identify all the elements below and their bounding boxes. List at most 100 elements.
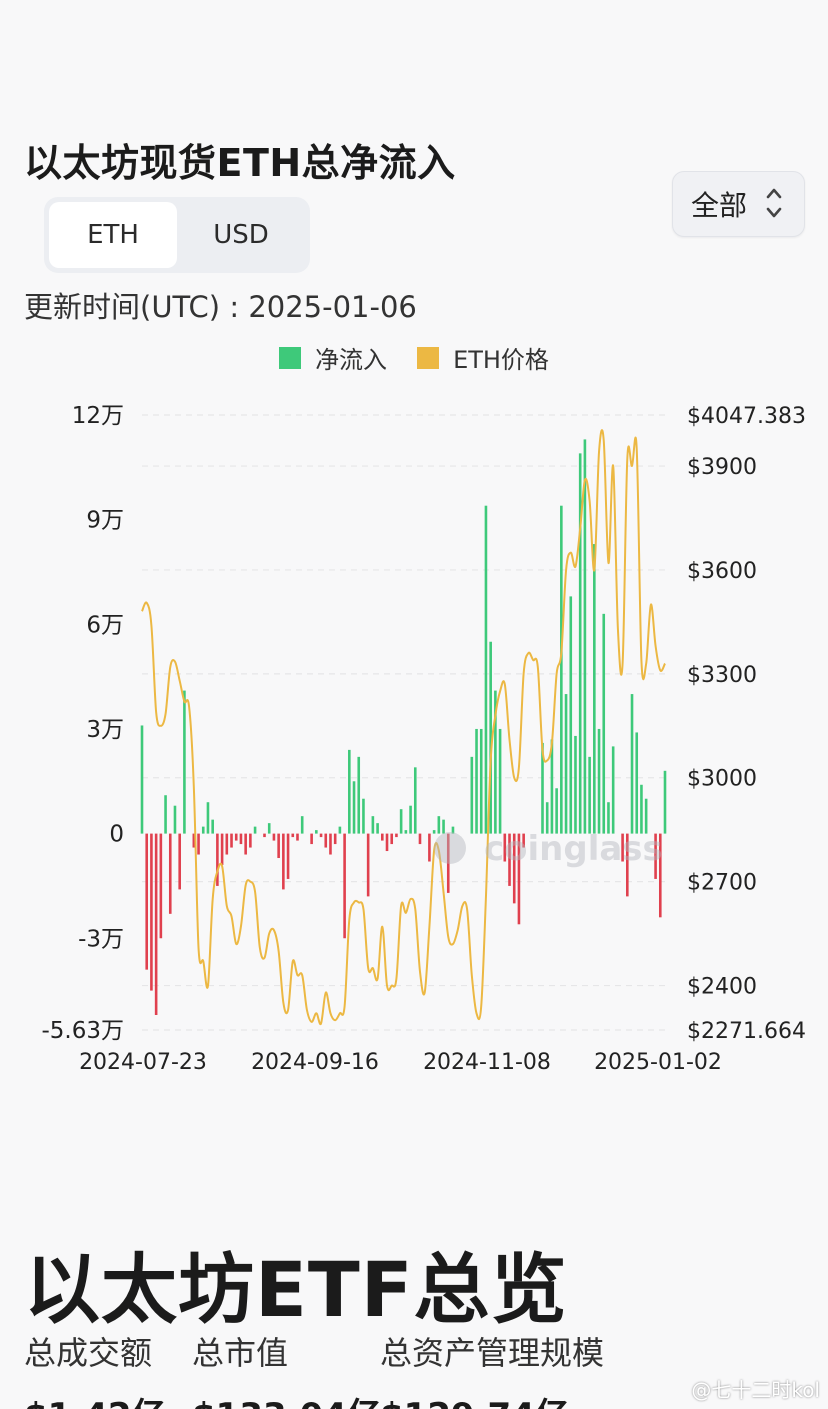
inflow-bar xyxy=(333,833,337,845)
overview-title: 以太坊ETF总览 xyxy=(24,1245,568,1334)
inflow-bar xyxy=(319,833,323,838)
inflow-bar xyxy=(324,833,328,848)
inflow-bar xyxy=(555,788,558,834)
inflow-bar xyxy=(593,544,596,834)
inflow-bar xyxy=(658,833,662,918)
inflow-bar xyxy=(150,833,153,991)
inflow-bar xyxy=(154,833,158,1015)
inflow-bar xyxy=(578,453,582,834)
inflow-bar xyxy=(630,694,634,834)
inflow-bar xyxy=(517,833,521,925)
inflow-bar xyxy=(644,798,648,834)
inflow-bar xyxy=(508,833,511,886)
inflow-bar xyxy=(498,728,502,834)
inflow-bar xyxy=(178,833,181,890)
inflow-bar xyxy=(300,816,304,834)
legend-eth-price-label: ETH价格 xyxy=(453,346,549,374)
inflow-bar xyxy=(451,826,455,834)
inflow-bar xyxy=(230,833,233,848)
inflow-bar xyxy=(234,833,238,841)
inflow-bar xyxy=(503,833,507,862)
inflow-bar xyxy=(654,833,657,879)
y-right-tick-label: $4047.383 xyxy=(687,404,806,429)
inflow-bar xyxy=(550,739,554,834)
inflow-bar xyxy=(381,833,384,841)
inflow-bar xyxy=(663,770,667,834)
y-left-tick-label: 9万 xyxy=(86,508,124,534)
x-tick-label: 2024-07-23 xyxy=(79,1050,207,1075)
inflow-bar xyxy=(201,826,205,834)
inflow-bar xyxy=(494,690,497,834)
inflow-bar xyxy=(277,833,280,859)
y-left-tick-label: 12万 xyxy=(72,403,124,429)
inflow-bar xyxy=(197,833,200,855)
y-right-tick-label: $3300 xyxy=(687,663,757,688)
inflow-bar xyxy=(244,833,247,855)
y-right-tick-label: $3000 xyxy=(687,767,757,792)
inflow-bar xyxy=(560,505,563,834)
inflow-bar xyxy=(376,823,379,834)
inflow-bar xyxy=(611,746,615,834)
inflow-bar xyxy=(475,728,478,834)
y-left-tick-label: -3万 xyxy=(78,926,124,952)
inflow-bar xyxy=(338,826,342,834)
y-right-tick-label: $2400 xyxy=(687,975,757,1000)
inflow-bar xyxy=(352,781,356,834)
x-tick-label: 2024-11-08 xyxy=(423,1050,551,1075)
inflow-bar xyxy=(239,833,243,845)
update-time: 更新时间(UTC) : 2025-01-06 xyxy=(24,290,417,324)
y-right-tick-label: $3900 xyxy=(687,455,757,480)
inflow-bar xyxy=(253,826,257,834)
inflow-bar xyxy=(140,725,144,834)
inflow-bar xyxy=(206,802,210,834)
inflow-bar xyxy=(428,833,431,862)
inflow-bar xyxy=(569,596,573,834)
inflow-bar xyxy=(404,830,408,834)
inflow-bar xyxy=(545,802,549,834)
inflow-bar xyxy=(286,833,290,879)
range-select-value: 全部 xyxy=(691,189,748,222)
inflow-bar xyxy=(395,833,398,838)
y-left-tick-label: -5.63万 xyxy=(41,1018,124,1044)
inflow-bar xyxy=(607,802,610,834)
legend-net-inflow-swatch xyxy=(279,346,302,369)
x-tick-label: 2024-09-16 xyxy=(251,1050,379,1075)
range-select[interactable]: 全部 xyxy=(672,171,805,237)
legend-net-inflow[interactable]: 净流入 xyxy=(279,340,387,375)
legend-eth-price[interactable]: ETH价格 xyxy=(417,340,549,375)
stat-market-cap: 总市值 $133.04亿 xyxy=(192,1328,381,1409)
inflow-bar xyxy=(602,613,606,834)
net-inflow-chart[interactable]: coinglass 12万 9万 6万 3万 0 -3万 -5.63万 $4047.383 $39… xyxy=(0,390,828,1080)
inflow-bar xyxy=(446,833,450,893)
chart-watermark-icon xyxy=(434,832,466,864)
stat-total-volume: 总成交额 $1.42亿 xyxy=(24,1328,166,1409)
page-title: 以太坊现货ETH总净流入 xyxy=(24,141,456,185)
inflow-bar xyxy=(282,833,285,890)
tab-usd[interactable]: USD xyxy=(213,220,269,250)
inflow-bar xyxy=(310,833,313,845)
inflow-bar xyxy=(621,833,624,862)
inflow-bar xyxy=(296,833,299,841)
legend-eth-price-swatch xyxy=(417,346,440,369)
inflow-bar xyxy=(489,641,492,834)
inflow-bar xyxy=(291,833,295,838)
inflow-bar xyxy=(541,742,544,834)
y-left-tick-label: 0 xyxy=(109,822,124,848)
inflow-bar xyxy=(437,816,441,834)
inflow-bar xyxy=(413,767,417,834)
inflow-bar xyxy=(442,819,445,834)
chart-watermark-text: coinglass xyxy=(484,829,663,869)
inflow-bar xyxy=(315,830,318,834)
inflow-bar xyxy=(164,795,167,834)
inflow-bar xyxy=(564,694,568,834)
stat-aum-label: 总资产管理规模 xyxy=(380,1334,605,1372)
inflow-bar xyxy=(366,833,370,897)
inflow-bar xyxy=(159,833,163,939)
inflow-bar xyxy=(216,833,219,886)
tab-eth[interactable]: ETH xyxy=(49,202,177,268)
inflow-bar xyxy=(588,756,591,834)
overview-stats: 总成交额 $1.42亿 总市值 $133.04亿 总资产管理规模 $129.74… xyxy=(24,1328,824,1409)
inflow-bar xyxy=(418,833,422,845)
inflow-bar xyxy=(329,833,332,855)
inflow-bar xyxy=(267,823,271,834)
